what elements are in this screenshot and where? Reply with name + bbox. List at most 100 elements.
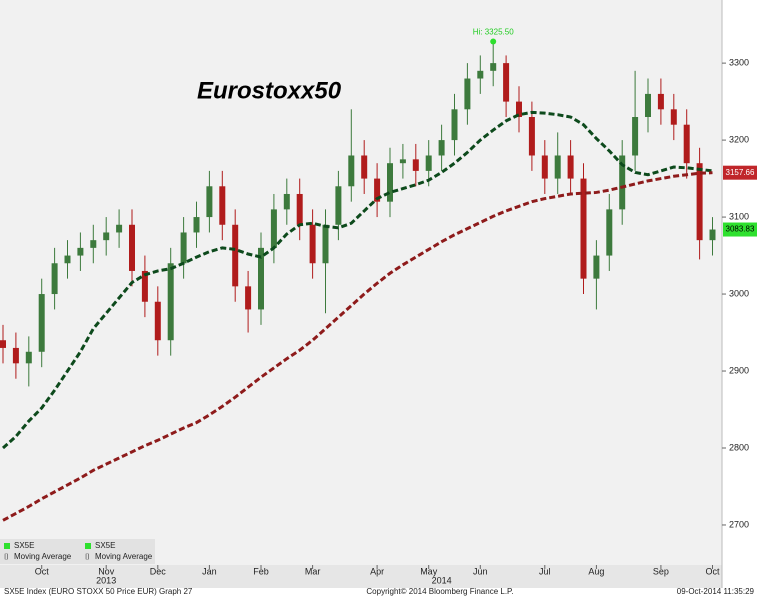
candle-body xyxy=(348,155,355,187)
x-year-label: 2014 xyxy=(432,575,452,585)
x-tick-label: Sep xyxy=(653,566,669,576)
price-value-box xyxy=(723,222,757,237)
y-tick-label: 3200 xyxy=(729,134,749,144)
chart-title: Eurostoxx50 xyxy=(197,77,342,104)
high-marker xyxy=(490,38,497,45)
candle-body xyxy=(503,63,510,102)
candle-body xyxy=(335,186,342,225)
footer-center: Copyright© 2014 Bloomberg Finance L.P. xyxy=(366,587,513,596)
candle-body xyxy=(399,159,406,164)
candle-body xyxy=(270,209,277,248)
candle-body xyxy=(709,229,716,241)
legend-label: SX5E xyxy=(14,541,34,550)
y-tick-label: 2900 xyxy=(729,365,749,375)
candle-body xyxy=(619,155,626,210)
legend-label: Moving Average xyxy=(95,552,153,561)
x-axis-band xyxy=(0,565,722,588)
candle-body xyxy=(657,93,664,110)
x-year-label: 2013 xyxy=(96,575,116,585)
candle-body xyxy=(632,117,639,156)
candle-body xyxy=(645,93,651,118)
plot-area xyxy=(0,0,722,565)
candle-body xyxy=(154,301,161,341)
ma-value-label: 3157.66 xyxy=(726,168,755,177)
candle-body xyxy=(90,240,97,248)
candle-body xyxy=(516,101,522,118)
y-tick-label: 2800 xyxy=(729,442,749,452)
x-tick-label: Jan xyxy=(202,566,217,576)
candle-body xyxy=(438,140,445,156)
candle-body xyxy=(258,247,264,310)
candle-body xyxy=(477,70,484,79)
candle-body xyxy=(193,217,200,233)
x-tick-label: Jun xyxy=(473,566,488,576)
candle-body xyxy=(567,155,574,179)
candle-body xyxy=(245,286,252,310)
legend-label: SX5E xyxy=(95,541,115,550)
x-tick-label: Apr xyxy=(370,566,384,576)
x-tick-label: Feb xyxy=(253,566,269,576)
candle-body xyxy=(0,340,6,348)
candle-body xyxy=(103,232,110,241)
legend-label: Moving Average xyxy=(14,552,72,561)
x-tick-label: Oct xyxy=(35,566,50,576)
y-tick-label: 3300 xyxy=(729,57,749,67)
x-tick-label: Mar xyxy=(305,566,321,576)
high-label: Hi: 3325.50 xyxy=(473,28,514,37)
candle-body xyxy=(116,224,123,233)
candle-body xyxy=(38,294,45,352)
candle-body xyxy=(322,224,329,264)
candle-body xyxy=(141,270,148,302)
candle-body xyxy=(670,109,677,125)
candle-body xyxy=(206,186,213,218)
candle-body xyxy=(425,155,432,171)
footer-right: 09-Oct-2014 11:35:29 xyxy=(677,587,755,596)
ma-value-box xyxy=(723,165,757,180)
candle-body xyxy=(129,224,135,271)
candle-body xyxy=(464,78,471,110)
legend-icon: ⌷ xyxy=(3,552,9,561)
candle-body xyxy=(219,186,226,225)
candle-body xyxy=(606,209,613,256)
candle-body xyxy=(180,232,187,264)
candle-body xyxy=(490,63,497,71)
moving-average-line xyxy=(2,171,713,522)
legend-box xyxy=(0,539,155,564)
candle-body xyxy=(580,178,587,279)
price-value-label: 3083.83 xyxy=(726,225,755,234)
footer-left: SX5E Index (EURO STOXX 50 Price EUR) Gra… xyxy=(4,587,193,596)
candle-body xyxy=(451,109,458,141)
y-tick-label: 2700 xyxy=(729,519,749,529)
candle-body xyxy=(309,224,316,264)
legend-icon: ⌷ xyxy=(84,552,90,561)
candle-body xyxy=(374,178,381,202)
candle-body xyxy=(554,155,561,179)
candle-body xyxy=(283,193,290,210)
x-tick-label: Jul xyxy=(539,566,551,576)
candle-body xyxy=(412,159,419,171)
candle-body xyxy=(51,263,58,295)
candle-body xyxy=(541,155,548,179)
candle-body xyxy=(696,163,703,241)
x-tick-label: Aug xyxy=(588,566,604,576)
legend-swatch xyxy=(4,543,10,549)
y-tick-label: 3100 xyxy=(729,211,749,221)
candle-body xyxy=(232,224,239,287)
candle-body xyxy=(64,255,71,264)
candle-body xyxy=(593,255,600,279)
candle-body xyxy=(12,347,19,364)
legend-swatch xyxy=(85,543,91,549)
candle-body xyxy=(387,163,393,202)
moving-average-line xyxy=(1,110,713,450)
x-tick-label: Dec xyxy=(150,566,167,576)
candle-body xyxy=(683,124,690,164)
candle-body xyxy=(25,351,32,364)
candle-body xyxy=(77,247,84,256)
candle-body xyxy=(528,117,535,156)
y-tick-label: 3000 xyxy=(729,288,749,298)
candle-body xyxy=(296,193,303,225)
candle-body xyxy=(361,155,368,179)
x-tick-label: Oct xyxy=(705,566,720,576)
